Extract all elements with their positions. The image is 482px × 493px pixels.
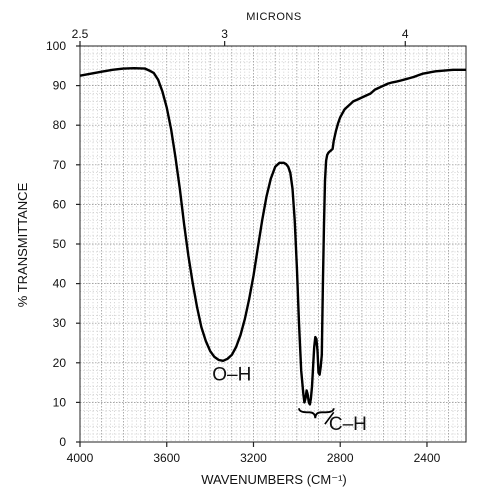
x-axis-title: WAVENUMBERS (CM⁻¹) [201, 472, 347, 487]
annotation-o-h: O–H [212, 365, 251, 386]
y-axis-title: % TRANSMITTANCE [15, 182, 30, 307]
axis-ticks [76, 41, 428, 447]
y-tick-label: 90 [53, 79, 67, 93]
x-tick-label: 3200 [240, 451, 267, 465]
y-tick-label: 0 [59, 435, 66, 449]
top-tick-label: 3 [221, 27, 228, 41]
major-grid [80, 46, 466, 442]
top-axis-title: MICRONS [246, 11, 301, 23]
top-tick-label: 4 [402, 27, 409, 41]
c-h-brace [298, 408, 335, 419]
c-h-leader-line [324, 411, 335, 425]
x-tick-label: 3600 [153, 451, 180, 465]
y-tick-label: 80 [53, 118, 67, 132]
y-tick-label: 40 [53, 277, 67, 291]
x-tick-label: 2800 [327, 451, 354, 465]
y-tick-label: 70 [53, 158, 67, 172]
x-tick-label: 4000 [67, 451, 94, 465]
tick-labels: 4000 3600 3200 2800 2400 0 10 20 30 40 50 60 70 80 90 1… [46, 27, 441, 465]
spectrum-line [79, 67, 466, 406]
top-tick-label: 2.5 [72, 27, 89, 41]
annotation-c-h: C–H [329, 414, 367, 435]
y-tick-label: 60 [53, 197, 67, 211]
y-tick-label: 100 [46, 39, 66, 53]
x-tick-label: 2400 [414, 451, 441, 465]
y-tick-label: 10 [53, 395, 67, 409]
y-tick-label: 30 [53, 316, 67, 330]
y-tick-label: 50 [53, 237, 67, 251]
y-tick-label: 20 [53, 356, 67, 370]
